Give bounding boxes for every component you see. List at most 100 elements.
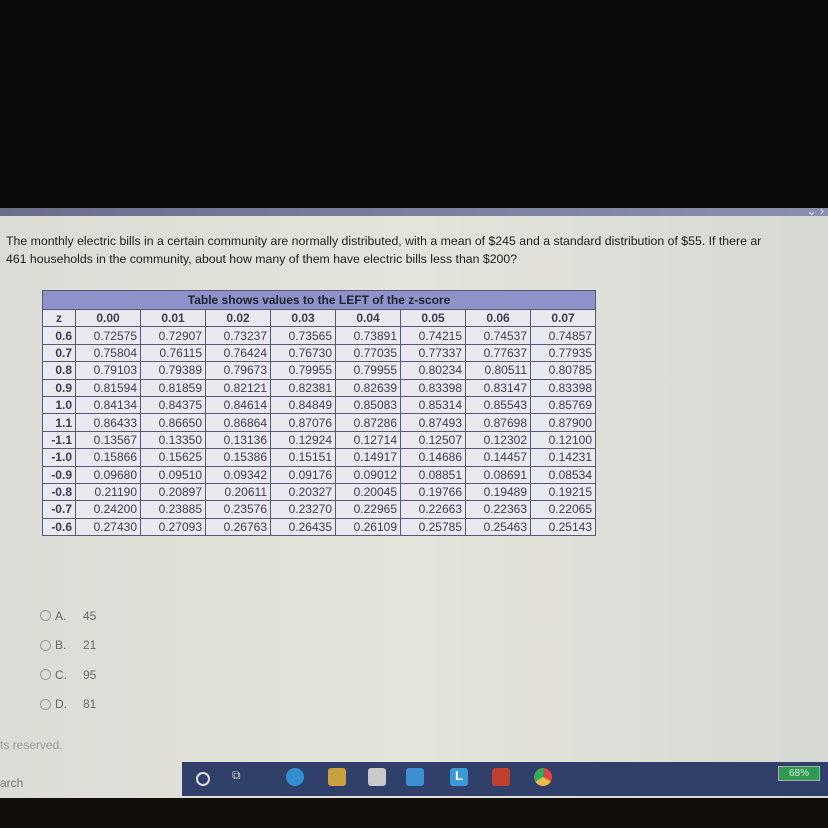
choice-c[interactable]: C. 95 [40,660,96,690]
probability-cell: 0.74215 [400,326,466,345]
probability-cell: 0.09012 [335,465,401,484]
probability-cell: 0.22663 [400,500,466,519]
probability-cell: 0.76424 [205,343,271,363]
probability-cell: 0.25785 [400,517,466,537]
z-value: 0.6 [42,326,76,345]
column-header: z [42,308,76,328]
choice-d[interactable]: D. 81 [40,690,96,720]
probability-cell: 0.19215 [530,482,596,502]
radio-icon[interactable] [40,669,51,681]
table-row: -0.6 0.27430 0.27093 0.26763 0.26435 0.26109 0… [42,517,596,537]
file-explorer-icon[interactable] [328,768,346,786]
probability-cell: 0.22363 [465,500,531,519]
probability-cell: 0.76730 [270,343,336,363]
probability-cell: 0.76115 [140,343,206,363]
table-row: 1.1 0.86433 0.86650 0.86864 0.87076 0.87286 0.… [42,413,596,432]
mail-icon[interactable] [406,768,424,786]
probability-cell: 0.85314 [400,395,466,415]
probability-cell: 0.73237 [205,326,271,345]
battery-indicator[interactable]: 68% [778,766,820,781]
probability-cell: 0.83147 [465,378,531,397]
probability-cell: 0.79673 [205,361,271,380]
radio-icon[interactable] [40,698,51,710]
store-icon[interactable] [368,768,386,786]
question-line-2: 461 households in the community, about h… [6,252,518,266]
screen: ⌄ › The monthly electric bills in a cert… [0,204,828,798]
probability-cell: 0.19489 [465,482,531,502]
probability-cell: 0.82639 [335,378,401,397]
probability-cell: 0.20045 [335,482,401,502]
probability-cell: 0.77637 [465,343,531,363]
l-app-icon[interactable]: L [450,768,468,786]
z-value: -0.8 [42,482,76,502]
edge-icon[interactable] [286,768,304,786]
column-header: 0.04 [335,308,401,328]
choice-label: B. [55,638,67,653]
probability-cell: 0.23270 [270,500,336,519]
probability-cell: 0.27430 [75,517,141,537]
probability-cell: 0.87900 [530,413,596,432]
column-header: 0.02 [205,308,271,328]
probability-cell: 0.15625 [140,448,206,467]
footer-copyright: ts reserved. [0,738,63,752]
probability-cell: 0.26435 [270,517,336,537]
cortana-icon[interactable] [196,772,210,786]
z-value: -0.9 [42,465,76,484]
table-row: 0.6 0.72575 0.72907 0.73237 0.73565 0.73891 0.… [42,326,596,345]
choice-label: D. [55,697,67,712]
probability-cell: 0.72907 [140,326,206,345]
probability-cell: 0.81594 [75,378,141,397]
choice-a[interactable]: A. 45 [40,601,96,631]
column-header: 0.05 [400,308,466,328]
table-row: -0.7 0.24200 0.23885 0.23576 0.23270 0.22965 0… [42,500,596,519]
column-header: 0.03 [270,308,336,328]
probability-cell: 0.73891 [335,326,401,345]
probability-cell: 0.86864 [205,413,271,432]
z-value: 0.9 [42,378,76,397]
task-view-icon[interactable]: ⧉ [232,768,241,782]
probability-cell: 0.20327 [270,482,336,502]
z-table: Table shows values to the LEFT of the z-… [42,290,596,537]
probability-cell: 0.86433 [75,413,141,432]
question-line-1: The monthly electric bills in a certain … [6,234,762,248]
z-value: 0.7 [42,343,76,363]
probability-cell: 0.25143 [530,517,596,537]
chevron-icon[interactable]: ⌄ › [806,204,824,218]
probability-cell: 0.14231 [530,448,596,467]
probability-cell: 0.19766 [400,482,466,502]
choice-label: A. [55,608,67,623]
probability-cell: 0.86650 [140,413,206,432]
z-value: -1.0 [42,448,76,467]
taskbar-search[interactable]: arch [0,776,24,790]
probability-cell: 0.82381 [270,378,336,397]
probability-cell: 0.14686 [400,448,466,467]
radio-icon[interactable] [40,639,51,651]
taskbar: ⧉ L 68% [182,762,828,796]
header-row: z 0.00 0.01 0.02 0.03 0.04 0.05 0.06 0.07 [42,308,596,328]
probability-cell: 0.21190 [75,482,141,502]
probability-cell: 0.80785 [530,361,596,380]
probability-cell: 0.23885 [140,500,206,519]
probability-cell: 0.84134 [75,395,141,415]
mcafee-icon[interactable] [492,768,510,786]
probability-cell: 0.13567 [75,430,141,450]
probability-cell: 0.15151 [270,448,336,467]
probability-cell: 0.87076 [270,413,336,432]
probability-cell: 0.13136 [205,430,271,450]
probability-cell: 0.84375 [140,395,206,415]
probability-cell: 0.79955 [335,361,401,380]
chrome-icon[interactable] [534,768,552,786]
table-row: -1.1 0.13567 0.13350 0.13136 0.12924 0.12714 0… [42,430,596,450]
choice-b[interactable]: B. 21 [40,631,96,661]
probability-cell: 0.85083 [335,395,401,415]
table-row: 0.9 0.81594 0.81859 0.82121 0.82381 0.82639 0.… [42,378,596,397]
probability-cell: 0.85769 [530,395,596,415]
radio-icon[interactable] [40,610,51,622]
probability-cell: 0.87698 [465,413,531,432]
table-row: -1.0 0.15866 0.15625 0.15386 0.15151 0.14917 0… [42,448,596,467]
probability-cell: 0.09510 [140,465,206,484]
probability-cell: 0.87493 [400,413,466,432]
probability-cell: 0.27093 [140,517,206,537]
probability-cell: 0.72575 [75,326,141,345]
z-value: 1.0 [42,395,76,415]
